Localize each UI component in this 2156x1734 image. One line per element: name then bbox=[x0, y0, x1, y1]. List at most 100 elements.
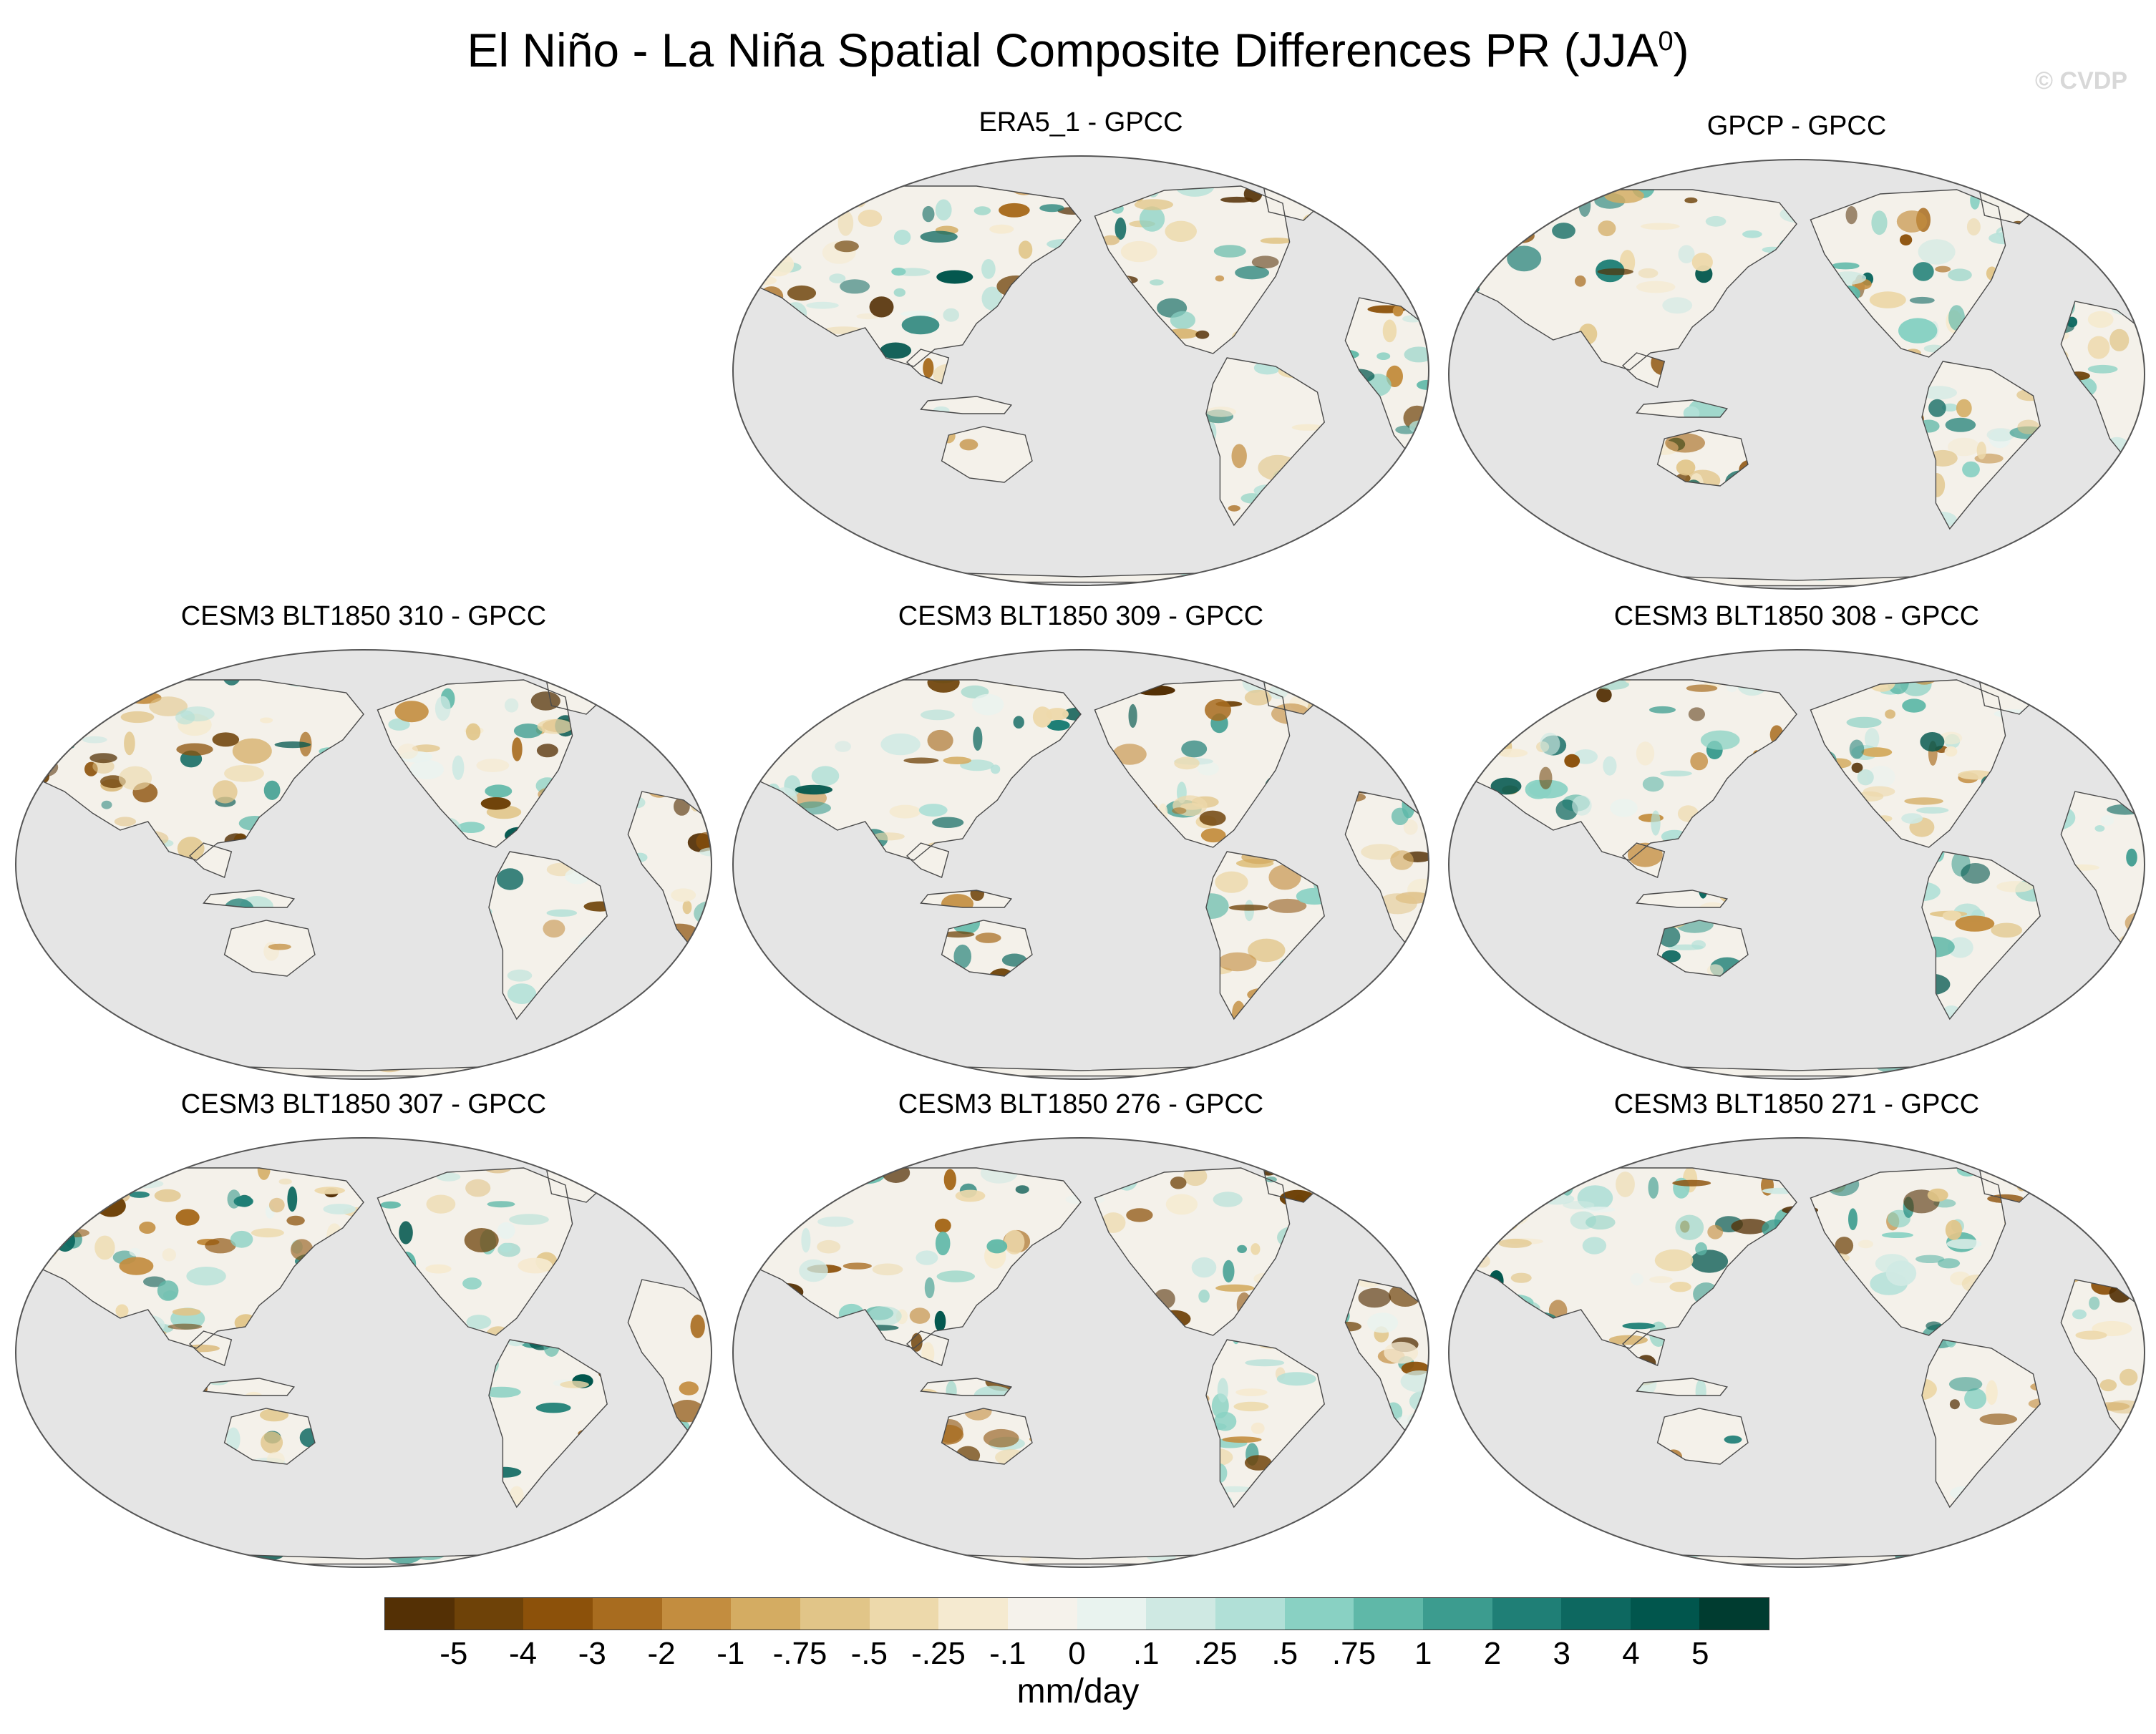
anomaly-cell bbox=[94, 1235, 115, 1260]
map-frame bbox=[732, 649, 1429, 1080]
anomaly-cell bbox=[1731, 1219, 1769, 1234]
anomaly-cell bbox=[118, 1177, 132, 1202]
anomaly-cell bbox=[53, 1174, 68, 1184]
anomaly-cell bbox=[909, 1307, 931, 1324]
anomaly-cell bbox=[1398, 255, 1423, 268]
anomaly-cell bbox=[686, 981, 712, 989]
anomaly-cell bbox=[1676, 459, 1696, 476]
anomaly-cell bbox=[452, 755, 465, 780]
anomaly-cell bbox=[22, 1225, 36, 1234]
anomaly-cell bbox=[606, 1031, 629, 1041]
anomaly-cell bbox=[843, 1514, 854, 1529]
anomaly-cell bbox=[2087, 336, 2110, 359]
anomaly-cell bbox=[747, 1195, 764, 1222]
anomaly-cell bbox=[2062, 515, 2097, 523]
anomaly-cell bbox=[1921, 386, 1957, 400]
anomaly-cell bbox=[1927, 1188, 1948, 1202]
world-map bbox=[732, 155, 1429, 586]
anomaly-cell bbox=[261, 1431, 283, 1453]
anomaly-cell bbox=[934, 1310, 946, 1332]
anomaly-cell bbox=[2068, 1053, 2082, 1059]
coastline bbox=[905, 842, 950, 878]
anomaly-cell bbox=[763, 536, 797, 555]
coastline bbox=[920, 890, 1013, 908]
colorbar-tick-label: 1 bbox=[1414, 1636, 1432, 1671]
anomaly-cell bbox=[1407, 1047, 1429, 1057]
land-eurasia bbox=[1455, 1168, 1797, 1348]
coastline bbox=[1810, 1167, 2006, 1336]
anomaly-cell bbox=[230, 1230, 253, 1248]
anomaly-cell bbox=[1575, 275, 1586, 287]
anomaly-cell bbox=[1150, 279, 1164, 286]
anomaly-cell bbox=[955, 1189, 986, 1202]
colorbar-tick-label: .5 bbox=[1271, 1636, 1298, 1671]
colorbar-tick-label: -.25 bbox=[911, 1636, 966, 1671]
anomaly-cell bbox=[1392, 305, 1404, 317]
anomaly-cell bbox=[780, 533, 805, 554]
anomaly-cell bbox=[1678, 245, 1695, 263]
anomaly-cell bbox=[1649, 706, 1676, 713]
anomaly-cell bbox=[45, 683, 85, 705]
anomaly-cell bbox=[22, 1547, 49, 1564]
anomaly-cell bbox=[1004, 1229, 1025, 1255]
coastline bbox=[223, 1408, 316, 1465]
anomaly-cell bbox=[901, 316, 940, 335]
colorbar-tick-label: -.75 bbox=[772, 1636, 827, 1671]
anomaly-cell bbox=[829, 273, 846, 283]
anomaly-cell bbox=[1512, 1169, 1528, 1185]
anomaly-cell bbox=[1172, 807, 1187, 814]
coastline bbox=[920, 1378, 1013, 1396]
anomaly-cell bbox=[1032, 706, 1052, 728]
anomaly-cell bbox=[739, 475, 768, 500]
anomaly-cell bbox=[1851, 762, 1863, 773]
coastline bbox=[1344, 297, 1429, 462]
anomaly-cell bbox=[1310, 673, 1339, 696]
anomaly-cell bbox=[1915, 1255, 1945, 1263]
anomaly-cell bbox=[872, 1263, 903, 1276]
map-panel-gpcp: GPCP - GPCC bbox=[1446, 111, 2147, 590]
anomaly-cell bbox=[1947, 937, 1973, 958]
anomaly-cell bbox=[857, 1536, 890, 1547]
anomaly-cell bbox=[932, 817, 964, 828]
coastline bbox=[1656, 920, 1749, 977]
coastline bbox=[2060, 791, 2145, 956]
anomaly-cell bbox=[1115, 217, 1127, 240]
anomaly-cell bbox=[2044, 1539, 2064, 1561]
anomaly-cell bbox=[465, 723, 481, 741]
anomaly-cell bbox=[1622, 1323, 1656, 1330]
anomaly-cell bbox=[823, 1534, 840, 1552]
anomaly-cell bbox=[1848, 1208, 1858, 1230]
anomaly-cell bbox=[180, 706, 215, 722]
anomaly-cell bbox=[2124, 1017, 2145, 1026]
anomaly-cell bbox=[476, 759, 510, 772]
anomaly-cell bbox=[2063, 530, 2090, 552]
anomaly-cell bbox=[989, 224, 1014, 234]
anomaly-cell bbox=[546, 909, 578, 917]
world-map bbox=[1448, 1137, 2145, 1568]
anomaly-cell bbox=[696, 832, 712, 852]
anomaly-cell bbox=[671, 888, 696, 902]
anomaly-cell bbox=[1586, 1215, 1616, 1230]
anomaly-cell bbox=[1942, 910, 1961, 921]
anomaly-cell bbox=[205, 1238, 236, 1254]
anomaly-cell bbox=[1362, 1047, 1380, 1068]
anomaly-cell bbox=[1404, 346, 1429, 363]
colorbar-swatch bbox=[869, 1598, 939, 1630]
anomaly-cell bbox=[692, 1187, 712, 1197]
anomaly-cell bbox=[186, 1549, 212, 1562]
anomaly-cell bbox=[1552, 223, 1575, 239]
anomaly-cell bbox=[507, 969, 533, 982]
anomaly-cell bbox=[893, 288, 905, 297]
anomaly-cell bbox=[1945, 1219, 1962, 1240]
anomaly-cell bbox=[1391, 807, 1409, 825]
anomaly-cell bbox=[1463, 1465, 1492, 1490]
map-panel-309: CESM3 BLT1850 309 - GPCC bbox=[730, 601, 1432, 1080]
anomaly-cell bbox=[1604, 187, 1644, 204]
anomaly-cell bbox=[1560, 1174, 1574, 1196]
coastline bbox=[203, 1378, 296, 1396]
anomaly-cell bbox=[1455, 1511, 1476, 1525]
anomaly-cell bbox=[560, 1380, 589, 1388]
anomaly-cell bbox=[1706, 964, 1724, 977]
anomaly-cell bbox=[85, 1166, 120, 1185]
anomaly-cell bbox=[1539, 766, 1553, 789]
